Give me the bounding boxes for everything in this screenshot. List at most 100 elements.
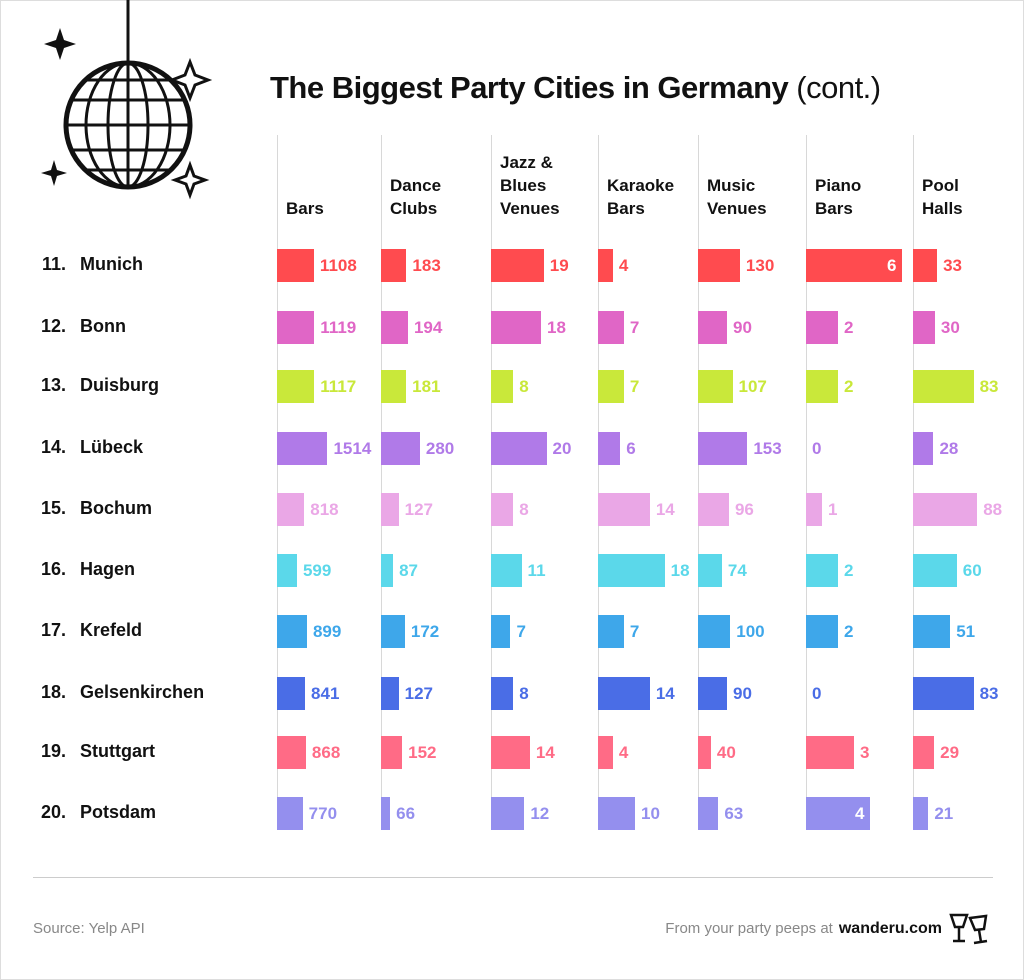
value-label: 33 <box>943 256 962 275</box>
bar <box>913 554 957 587</box>
column-divider <box>277 135 278 830</box>
value-label: 1108 <box>319 256 357 275</box>
value-label: 183 <box>412 256 441 275</box>
value-label: 172 <box>410 622 440 641</box>
value-label: 8 <box>519 377 529 396</box>
rank: 13. <box>40 375 66 395</box>
value-label: 8 <box>519 500 529 519</box>
bar <box>598 370 624 403</box>
bar <box>806 554 838 587</box>
value-label: 194 <box>413 318 443 337</box>
value-label: 2 <box>844 622 854 641</box>
city-label: Stuttgart <box>80 741 155 761</box>
city-label: Bochum <box>80 498 152 518</box>
bar <box>698 797 719 830</box>
column-divider <box>381 135 382 830</box>
bar <box>277 311 315 344</box>
chart-title: The Biggest Party Cities in Germany (cont… <box>270 70 881 106</box>
value-label: 7 <box>629 377 640 396</box>
column-header: Pool Halls <box>922 176 963 218</box>
bar <box>698 677 728 710</box>
source: Source: Yelp API <box>33 920 145 937</box>
value-label: 96 <box>734 500 754 519</box>
value-label: 90 <box>733 318 752 337</box>
bar <box>598 615 624 648</box>
bar <box>277 615 307 648</box>
value-label: 4 <box>618 743 629 762</box>
rank: 18. <box>40 682 66 702</box>
bar <box>913 797 929 830</box>
value-label: 18 <box>670 561 690 580</box>
value-label: 8 <box>519 684 529 703</box>
bar <box>277 736 306 769</box>
column-header: Bars <box>286 199 324 218</box>
bar <box>598 432 621 465</box>
bar <box>277 677 306 710</box>
value-label: 63 <box>724 804 744 823</box>
bar <box>381 677 399 710</box>
column-header: Dance Clubs <box>390 176 442 218</box>
value-label: 130 <box>745 256 775 275</box>
bar <box>598 311 624 344</box>
value-label: 74 <box>727 561 747 580</box>
bar <box>491 736 530 769</box>
city-label: Krefeld <box>80 620 143 640</box>
value-label: 14 <box>655 500 675 519</box>
value-label: 770 <box>308 804 338 823</box>
glasses-icon <box>949 913 988 945</box>
bar <box>913 311 935 344</box>
bar <box>913 736 935 769</box>
value-label: 1117 <box>320 377 357 396</box>
value-label: 1 <box>828 500 838 519</box>
bar <box>381 370 407 403</box>
column-header: Music Venues <box>707 176 767 218</box>
bar <box>491 432 547 465</box>
bar <box>381 432 420 465</box>
bar <box>913 493 978 526</box>
bar <box>698 370 733 403</box>
value-label: 21 <box>934 804 954 823</box>
bar <box>598 493 650 526</box>
bar <box>491 311 541 344</box>
rank: 20. <box>40 802 66 822</box>
value-label: 2 <box>844 377 854 396</box>
bar <box>491 615 511 648</box>
value-label: 280 <box>425 439 455 458</box>
bar <box>598 677 650 710</box>
value-label: 899 <box>312 622 342 641</box>
value-label: 153 <box>753 439 782 458</box>
city-label: Gelsenkirchen <box>80 682 205 702</box>
credit-text: From your party peeps at <box>665 920 833 937</box>
bar <box>277 249 314 282</box>
bar <box>381 797 391 830</box>
value-label: 40 <box>716 743 736 762</box>
bar <box>806 493 822 526</box>
bar <box>698 432 748 465</box>
bar <box>806 370 838 403</box>
value-label: 14 <box>655 684 675 703</box>
rank: 15. <box>40 498 66 518</box>
bar <box>698 249 740 282</box>
footer-rule <box>33 877 993 878</box>
value-label: 841 <box>311 684 340 703</box>
value-label: 2 <box>844 318 854 337</box>
brand: wanderu.com <box>838 920 942 937</box>
value-label: 4 <box>618 256 629 275</box>
bar <box>381 615 405 648</box>
value-label: 14 <box>535 743 555 762</box>
column-divider <box>913 135 914 830</box>
value-label: 0 <box>812 439 822 458</box>
value-label: 87 <box>399 561 418 580</box>
bar <box>598 249 613 282</box>
column-header: Karaoke Bars <box>607 176 675 218</box>
city-label: Duisburg <box>80 375 159 395</box>
bar <box>598 554 665 587</box>
bar <box>381 311 408 344</box>
value-label: 10 <box>641 804 660 823</box>
title-text: The Biggest Party Cities in Germany <box>270 70 789 105</box>
bar <box>598 797 636 830</box>
value-label: 0 <box>812 684 822 703</box>
credit: From your party peeps at wanderu.com <box>665 920 942 938</box>
value-label: 51 <box>956 622 976 641</box>
